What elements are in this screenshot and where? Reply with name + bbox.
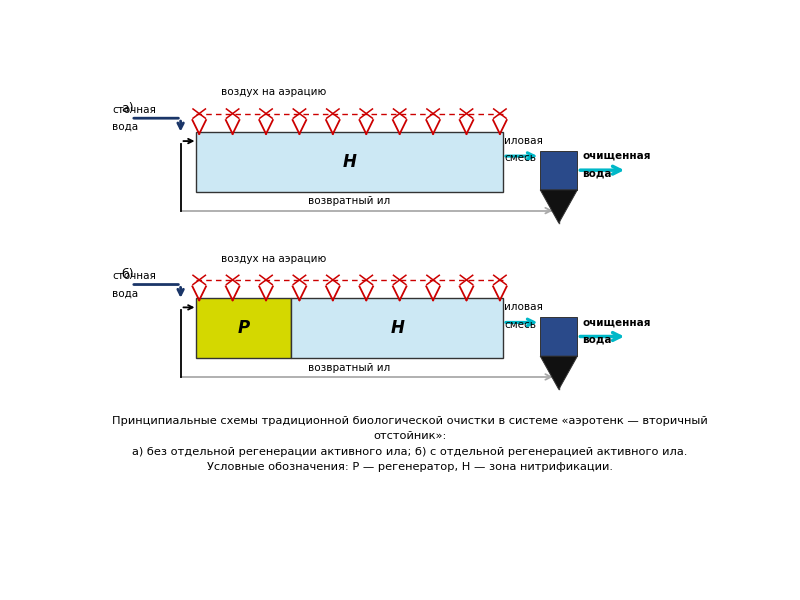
Text: Принципиальные схемы традиционной биологической очистки в системе «аэротенк — вт: Принципиальные схемы традиционной биолог…: [112, 416, 708, 426]
Text: смесь: смесь: [504, 320, 536, 329]
Text: Н: Н: [390, 319, 404, 337]
Text: возвратный ил: возвратный ил: [309, 362, 390, 373]
Text: очищенная: очищенная: [582, 151, 651, 161]
Text: Условные обозначения: Р — регенератор, Н — зона нитрификации.: Условные обозначения: Р — регенератор, Н…: [207, 462, 613, 472]
Text: возвратный ил: возвратный ил: [309, 196, 390, 206]
Bar: [196, 298, 291, 358]
Text: отстойник»:: отстойник»:: [374, 431, 446, 442]
Text: Н: Н: [342, 153, 357, 171]
Text: Р: Р: [238, 319, 250, 337]
Text: смесь: смесь: [504, 154, 536, 163]
Polygon shape: [540, 190, 578, 223]
Text: сточная: сточная: [112, 104, 156, 115]
Text: иловая: иловая: [504, 136, 543, 146]
Text: сточная: сточная: [112, 271, 156, 281]
Text: а) без отдельной регенерации активного ила; б) с отдельной регенерацией активног: а) без отдельной регенерации активного и…: [132, 446, 688, 457]
Text: воздух на аэрацию: воздух на аэрацию: [221, 88, 326, 97]
Text: вода: вода: [112, 288, 138, 298]
Text: вода: вода: [582, 169, 612, 178]
Text: вода: вода: [582, 335, 612, 344]
Bar: [291, 298, 503, 358]
Bar: [196, 132, 503, 192]
Text: вода: вода: [112, 122, 138, 132]
Text: б): б): [122, 268, 134, 281]
Text: а): а): [122, 102, 134, 115]
Text: очищенная: очищенная: [582, 317, 651, 327]
Polygon shape: [540, 356, 578, 389]
Text: иловая: иловая: [504, 302, 543, 312]
Text: воздух на аэрацию: воздух на аэрацию: [221, 254, 326, 264]
Bar: [540, 317, 578, 356]
Bar: [540, 151, 578, 190]
